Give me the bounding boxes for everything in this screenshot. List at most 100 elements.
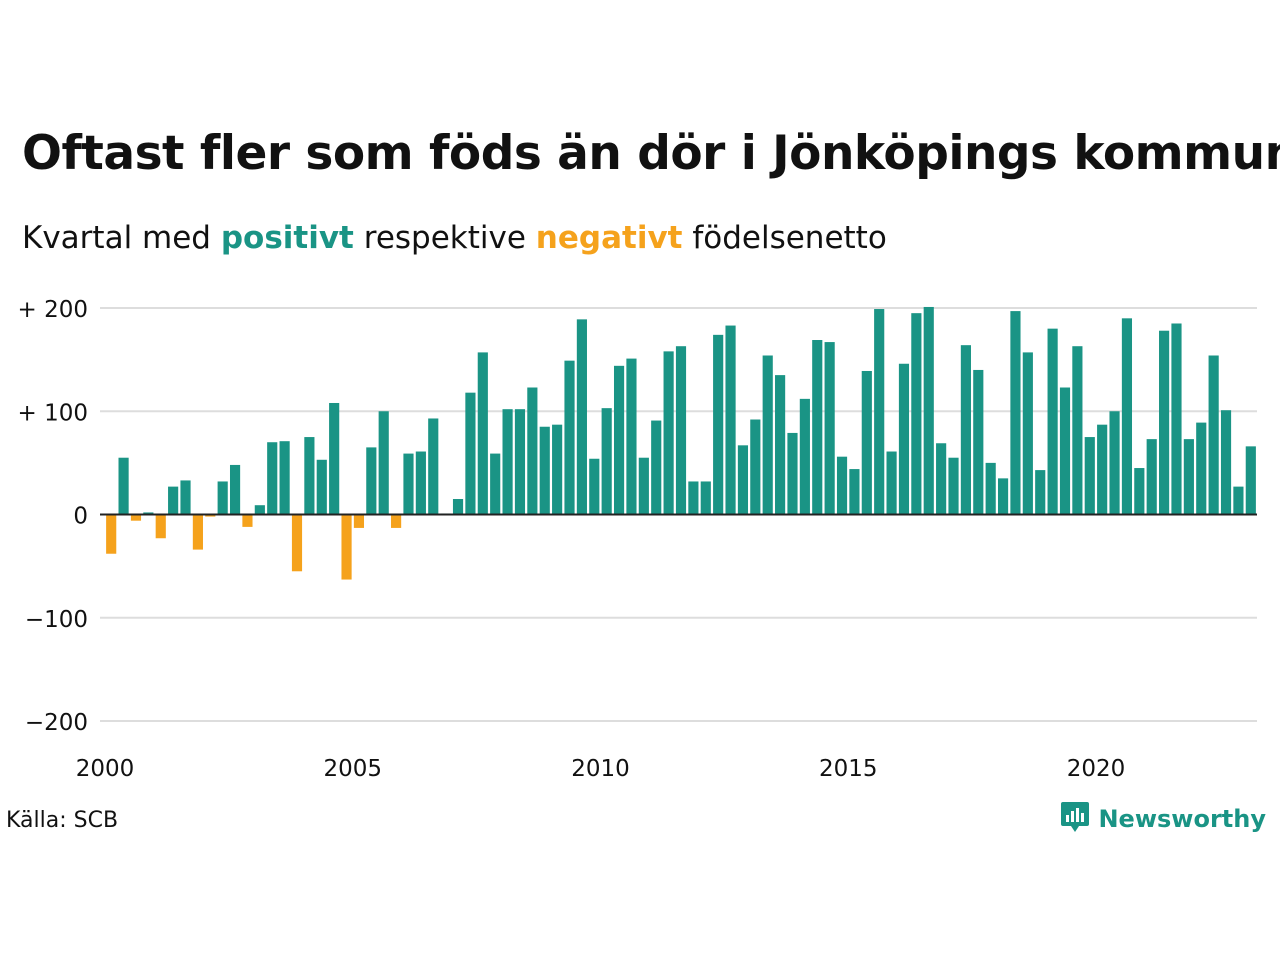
bars <box>106 306 1256 580</box>
subtitle-prefix: Kvartal med <box>22 220 211 256</box>
bar <box>415 451 426 515</box>
bar <box>353 514 365 528</box>
bar <box>1134 468 1145 515</box>
bar <box>861 370 872 515</box>
birth-surplus-bar-chart: + 200 + 100 0 −100 −200 2000 2005 2010 2015 2020 <box>18 297 1257 782</box>
y-axis-tick-labels: + 200 + 100 0 −100 −200 <box>18 297 88 736</box>
bar <box>192 514 203 550</box>
bar <box>775 375 786 515</box>
y-tick-label: + 200 <box>18 297 88 323</box>
bar <box>1171 323 1182 515</box>
bar <box>750 419 761 515</box>
bar <box>1022 352 1033 515</box>
bar <box>1233 486 1244 515</box>
bar <box>700 481 711 515</box>
x-tick-label: 2020 <box>1067 756 1126 782</box>
bar <box>849 469 860 515</box>
bar <box>341 514 352 580</box>
bar <box>638 457 649 515</box>
bar <box>997 478 1009 515</box>
bar <box>626 358 637 515</box>
bar <box>180 480 191 515</box>
bar <box>514 409 526 515</box>
bar <box>787 432 798 515</box>
bar <box>527 387 538 515</box>
bar <box>1220 410 1232 515</box>
bar <box>799 398 810 515</box>
bar <box>552 424 563 515</box>
bar <box>601 408 612 515</box>
bar <box>403 453 414 515</box>
bar <box>675 346 687 515</box>
bar <box>465 392 476 515</box>
y-tick-label: 0 <box>73 504 88 530</box>
bar <box>1146 439 1157 515</box>
subtitle-positive-word: positivt <box>220 220 354 256</box>
bar <box>1047 328 1058 515</box>
bar <box>143 512 154 515</box>
bar <box>663 351 674 515</box>
bar <box>1196 422 1207 515</box>
y-tick-label: −200 <box>25 710 88 736</box>
bar <box>118 457 129 515</box>
bar <box>613 365 625 515</box>
bar <box>217 481 228 515</box>
bar <box>651 420 662 515</box>
bar <box>267 442 278 515</box>
bar <box>923 306 934 515</box>
bar <box>229 464 241 515</box>
bar <box>329 402 340 515</box>
bar <box>911 313 922 515</box>
bar <box>1035 470 1046 515</box>
bar <box>539 426 550 515</box>
bar <box>1159 330 1170 515</box>
bar <box>502 409 513 515</box>
brand-name: Newsworthy <box>1098 805 1266 833</box>
bar <box>130 514 142 521</box>
bar <box>874 309 885 515</box>
bar <box>168 486 179 515</box>
bar <box>886 451 897 515</box>
bar <box>1072 346 1083 515</box>
subtitle-middle: respektive <box>363 220 526 256</box>
bar <box>490 453 501 515</box>
bar <box>960 345 971 515</box>
bar <box>1208 355 1219 515</box>
bar <box>713 334 724 515</box>
bar <box>812 340 823 515</box>
bar <box>688 481 699 515</box>
bar <box>366 447 377 515</box>
y-tick-label: −100 <box>25 607 88 633</box>
bar <box>948 457 959 515</box>
bar <box>576 319 587 515</box>
bar <box>155 514 166 539</box>
bar <box>936 443 947 515</box>
bar <box>836 456 848 515</box>
bar <box>985 462 996 515</box>
y-tick-label: + 100 <box>18 400 88 426</box>
bar <box>1097 424 1108 515</box>
subtitle-negative-word: negativt <box>535 220 683 256</box>
bar <box>1121 318 1133 515</box>
bar <box>304 437 315 515</box>
bar <box>254 505 265 515</box>
bar <box>898 363 910 515</box>
brand-logo[interactable]: Newsworthy <box>1060 800 1266 838</box>
x-tick-label: 2015 <box>819 756 878 782</box>
bar <box>428 418 439 515</box>
bar <box>1084 437 1095 515</box>
bar <box>316 459 327 515</box>
bar <box>477 352 488 515</box>
bar <box>737 445 749 515</box>
x-tick-label: 2005 <box>323 756 382 782</box>
x-axis-tick-labels: 2000 2005 2010 2015 2020 <box>76 756 1126 782</box>
bar <box>1010 311 1021 515</box>
bar <box>725 325 736 515</box>
subtitle-suffix: födelsenetto <box>692 220 887 256</box>
bar <box>452 499 464 515</box>
bar <box>378 411 389 515</box>
bar <box>1109 411 1120 515</box>
bar <box>279 441 290 515</box>
x-tick-label: 2000 <box>76 756 135 782</box>
bar <box>242 514 253 527</box>
